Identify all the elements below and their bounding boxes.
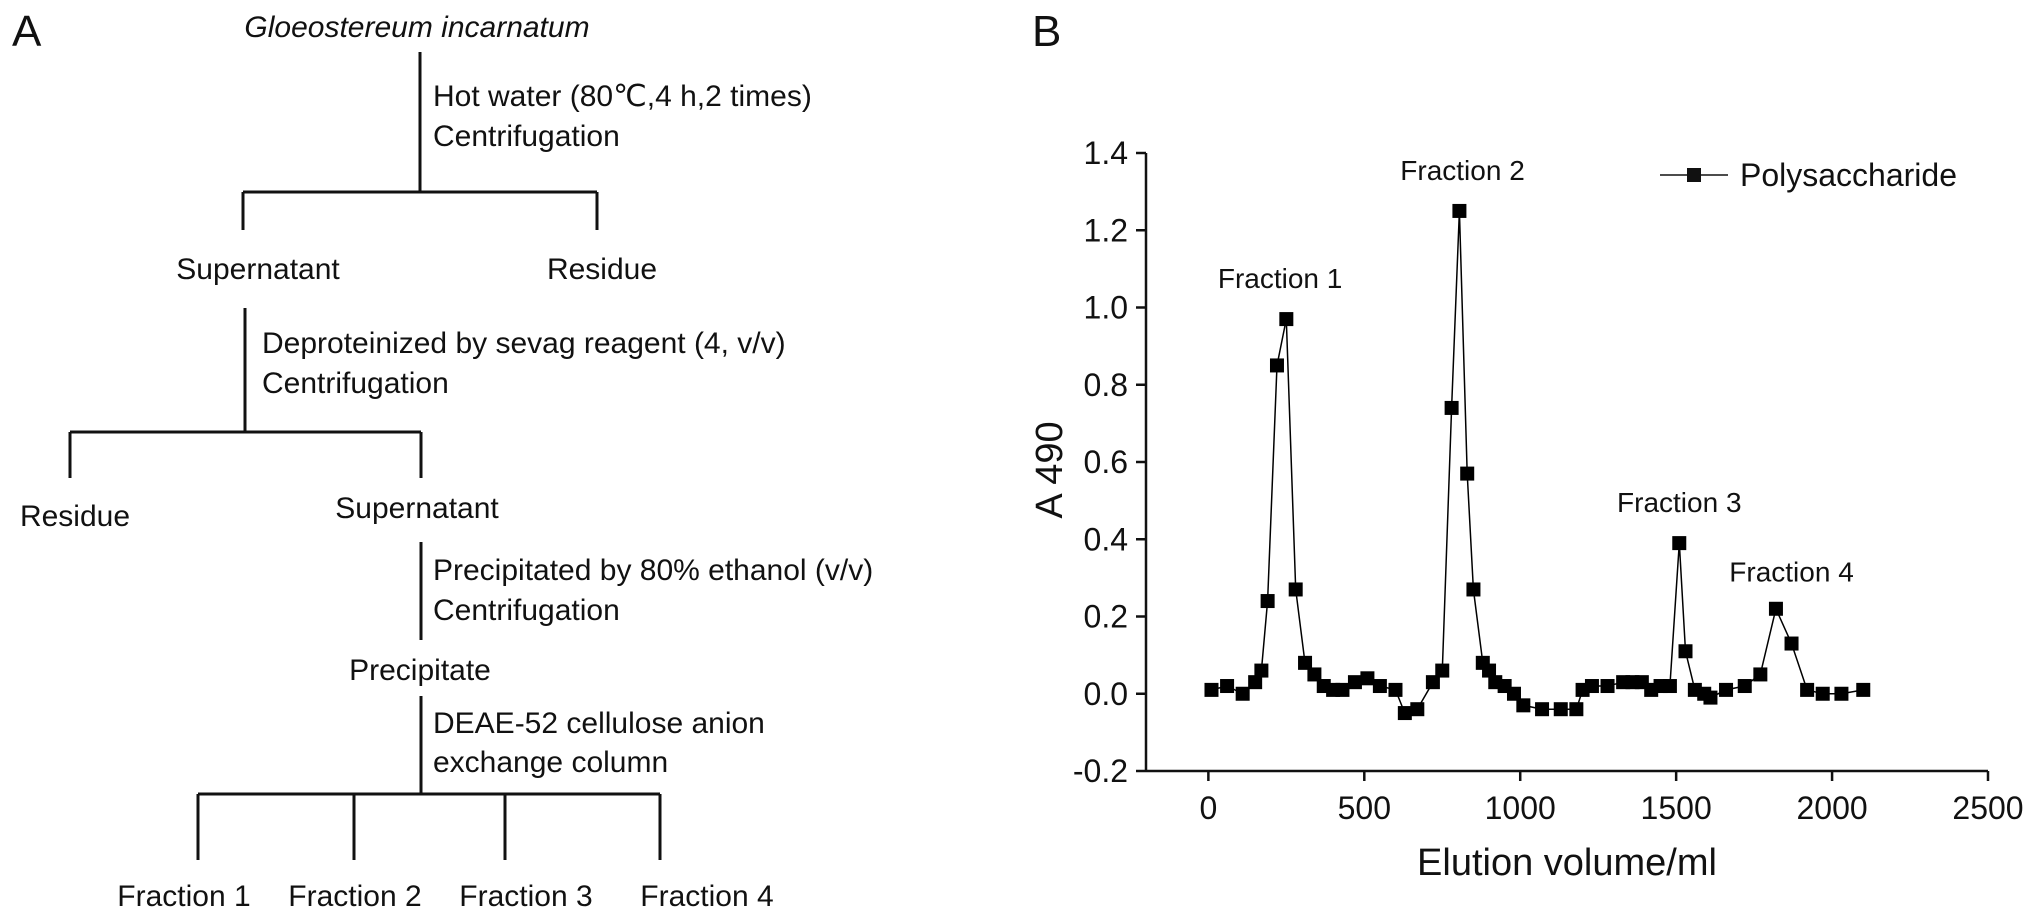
data-point	[1235, 686, 1250, 701]
x-tick-label: 2000	[1796, 790, 1867, 826]
x-axis-title: Elution volume/ml	[1417, 842, 1717, 884]
flow-title: Gloeostereum incarnatum	[244, 11, 589, 44]
legend-marker	[1687, 168, 1701, 182]
flow-step3-line1: Precipitated by 80% ethanol (v/v)	[433, 554, 873, 587]
data-point	[1553, 702, 1568, 717]
y-tick-label: 1.0	[1084, 290, 1128, 326]
data-point	[1288, 582, 1303, 597]
flow-step2-line2: Centrifugation	[262, 367, 449, 400]
data-point	[1753, 667, 1768, 682]
flowchart-panel: A Gloeostereum incarnatum Hot water (80℃…	[12, 7, 873, 913]
data-point	[1435, 663, 1450, 678]
data-point	[1260, 594, 1275, 609]
y-axis: -0.2 0.0 0.2 0.4 0.6 0.8 1.0 1.2 1.4 A 490	[1029, 135, 1148, 789]
x-axis: 0 500 1000 1500 2000 2500 Elution volume/ml	[1146, 769, 2024, 884]
panel-b-letter: B	[1032, 7, 1061, 56]
data-point	[1535, 702, 1550, 717]
data-point	[1335, 682, 1350, 697]
data-point	[1298, 655, 1313, 670]
peak-annotation: Fraction 2	[1400, 155, 1525, 186]
flow-residue-2: Residue	[20, 500, 130, 533]
y-tick-label: 0.6	[1084, 444, 1128, 480]
x-tick-label: 500	[1338, 790, 1391, 826]
data-point	[1254, 663, 1269, 678]
data-point	[1506, 686, 1521, 701]
x-tick-label: 0	[1199, 790, 1217, 826]
data-point	[1856, 682, 1871, 697]
data-point	[1678, 644, 1693, 659]
flow-fraction-3: Fraction 3	[459, 880, 592, 913]
data-point	[1482, 663, 1497, 678]
x-tick-label: 1500	[1641, 790, 1712, 826]
data-point	[1719, 682, 1734, 697]
data-point	[1388, 682, 1403, 697]
data-point	[1672, 536, 1687, 551]
data-point	[1397, 706, 1412, 721]
y-tick-label: -0.2	[1073, 753, 1128, 789]
data-point	[1834, 686, 1849, 701]
plot-series	[1204, 203, 1871, 721]
flow-residue-1: Residue	[547, 253, 657, 286]
data-point	[1279, 312, 1294, 327]
flow-step3-line2: Centrifugation	[433, 594, 620, 627]
x-tick-label: 1000	[1485, 790, 1556, 826]
flow-fraction-1: Fraction 1	[117, 880, 250, 913]
data-point	[1662, 679, 1677, 694]
data-point	[1360, 671, 1375, 686]
panel-a-letter: A	[12, 7, 42, 56]
flow-supernatant-1: Supernatant	[176, 253, 340, 286]
flow-step1-line1: Hot water (80℃,4 h,2 times)	[433, 80, 812, 113]
legend-label: Polysaccharide	[1740, 157, 1957, 193]
y-tick-label: 1.2	[1084, 212, 1128, 248]
peak-annotation: Fraction 4	[1729, 557, 1854, 588]
data-point	[1815, 686, 1830, 701]
data-point	[1460, 466, 1475, 481]
data-point	[1452, 203, 1467, 218]
y-tick-label: 0.8	[1084, 367, 1128, 403]
y-tick-label: 1.4	[1084, 135, 1128, 171]
data-point	[1269, 358, 1284, 373]
data-point	[1768, 601, 1783, 616]
data-point	[1444, 400, 1459, 415]
data-point	[1425, 675, 1440, 690]
legend: Polysaccharide	[1660, 157, 1957, 193]
data-point	[1204, 682, 1219, 697]
data-point	[1800, 682, 1815, 697]
data-point	[1372, 679, 1387, 694]
y-tick-label: 0.0	[1084, 676, 1128, 712]
y-axis-title: A 490	[1029, 421, 1071, 518]
flow-precipitate: Precipitate	[349, 654, 491, 687]
flow-step4-line1: DEAE-52 cellulose anion	[433, 707, 765, 740]
data-point	[1248, 675, 1263, 690]
data-point	[1737, 679, 1752, 694]
data-point	[1784, 636, 1799, 651]
flow-fraction-2: Fraction 2	[288, 880, 421, 913]
peak-annotation: Fraction 1	[1218, 263, 1343, 294]
flow-step4-line2: exchange column	[433, 746, 668, 779]
y-ticks: -0.2 0.0 0.2 0.4 0.6 0.8 1.0 1.2 1.4	[1073, 135, 1146, 789]
x-tick-label: 2500	[1952, 790, 2023, 826]
elution-chart-panel: B -0.2 0.0 0.2 0.4 0.6 0.8 1.0 1.2 1.4 A 490 0 50…	[1029, 7, 2024, 884]
data-point	[1220, 679, 1235, 694]
data-point	[1584, 679, 1599, 694]
data-point	[1410, 702, 1425, 717]
y-tick-label: 0.4	[1084, 521, 1128, 557]
data-point	[1703, 690, 1718, 705]
x-ticks: 0 500 1000 1500 2000 2500	[1199, 771, 2024, 826]
flow-step1-line2: Centrifugation	[433, 120, 620, 153]
flow-supernatant-2: Supernatant	[335, 492, 499, 525]
peak-annotation: Fraction 3	[1617, 487, 1742, 518]
flow-fraction-4: Fraction 4	[640, 880, 773, 913]
plot-annotations: Fraction 1 Fraction 2 Fraction 3 Fraction 4	[1218, 155, 1854, 588]
data-point	[1516, 698, 1531, 713]
y-tick-label: 0.2	[1084, 599, 1128, 635]
data-point	[1600, 679, 1615, 694]
data-point	[1466, 582, 1481, 597]
flow-step2-line1: Deproteinized by sevag reagent (4, v/v)	[262, 327, 786, 360]
data-point	[1307, 667, 1322, 682]
data-point	[1569, 702, 1584, 717]
data-point	[1347, 675, 1362, 690]
